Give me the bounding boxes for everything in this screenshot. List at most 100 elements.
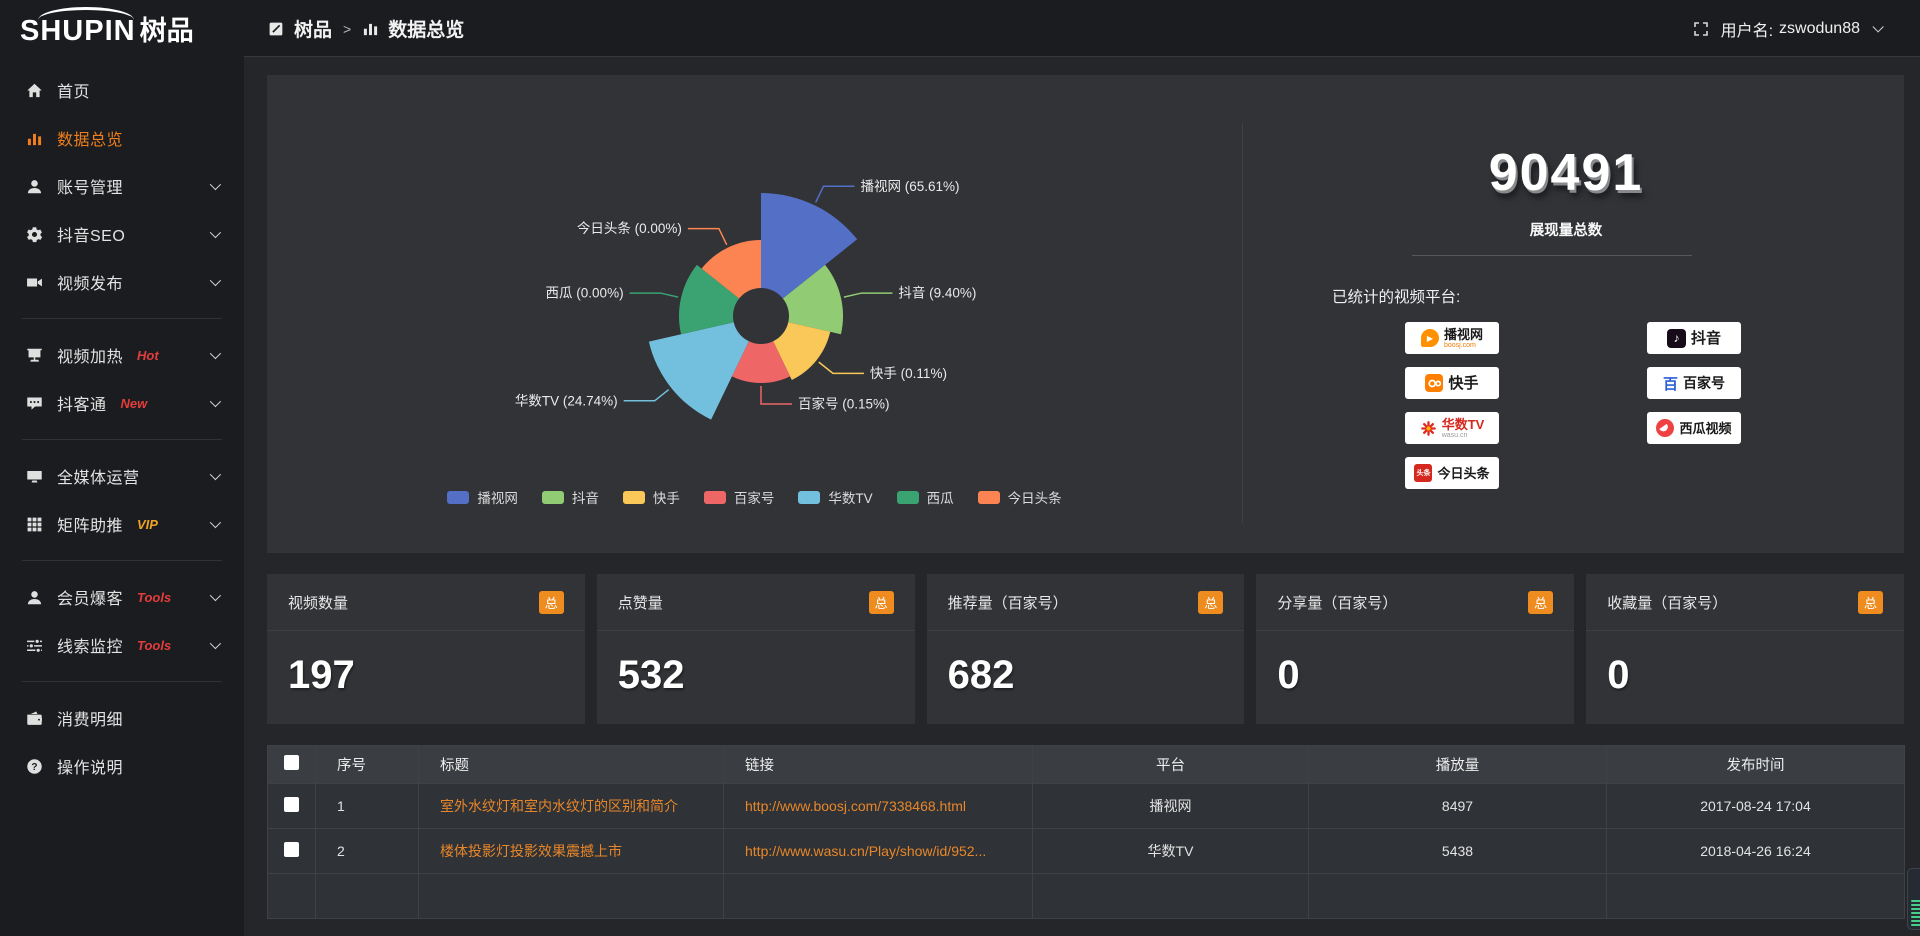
topbar: SHUPIN 树品 树品 > 数据总览 用户名: zswodun88 [0,0,1920,57]
sidebar-item-spending-detail[interactable]: 消费明细 [0,694,244,742]
table-row: 1 室外水纹灯和室内水纹灯的区别和简介 http://www.boosj.com… [267,783,1905,829]
sidebar-item-home[interactable]: 首页 [0,66,244,114]
chevron-down-icon [209,274,222,287]
app-square-icon [268,20,285,37]
projector-screen-icon [25,347,43,364]
total-badge[interactable]: 总 [1528,590,1554,614]
platform-logo-douyin: ♪ 抖音 [1647,322,1741,354]
bar-chart-icon [25,130,43,147]
sidebar-item-omnimedia-operation[interactable]: 全媒体运营 [0,452,244,500]
platform-logo-column-right: ♪ 抖音 百 百家号 西瓜视频 [1647,322,1741,444]
stat-card-label: 点赞量 [617,594,663,612]
sidebar-divider [22,439,222,440]
sidebar-item-label: 视频发布 [57,276,124,293]
legend-item[interactable]: 快手 [622,487,680,507]
legend-item[interactable]: 百家号 [703,487,774,507]
legend-label: 华数TV [828,491,873,506]
total-badge[interactable]: 总 [538,590,564,614]
column-header-platform: 平台 [1032,745,1309,784]
column-header-title: 标题 [418,745,724,784]
logo-arc-decoration [38,7,134,33]
pie-slice[interactable] [761,193,858,299]
kuaishou-logo-icon [1425,374,1444,392]
pie-slice[interactable] [701,240,761,299]
chat-bubble-icon [25,395,43,412]
floating-widget[interactable] [1907,868,1920,930]
sidebar-item-label: 全媒体运营 [57,470,140,487]
sidebar-item-douketong[interactable]: 抖客通 New [0,379,244,427]
sidebar-item-member-baoke[interactable]: 会员爆客 Tools [0,573,244,621]
legend-item[interactable]: 今日头条 [977,487,1062,507]
tools-badge: Tools [137,589,172,605]
legend-item[interactable]: 抖音 [541,487,599,507]
legend-label: 西瓜 [926,491,954,506]
baijiahao-logo-icon: 百 [1662,375,1678,393]
pie-slice[interactable] [773,322,831,380]
pie-label-line [760,386,792,405]
chevron-down-icon [209,637,222,650]
sidebar-item-lead-monitoring[interactable]: 线索监控 Tools [0,621,244,669]
legend-item[interactable]: 华数TV [798,487,873,507]
platform-logo-toutiao: 头条 今日头条 [1405,457,1499,489]
legend-label: 抖音 [571,491,599,506]
sidebar-item-account-management[interactable]: 账号管理 [0,162,244,210]
fullscreen-icon[interactable] [1693,21,1709,37]
cell-plays: 5438 [1308,828,1607,874]
pie-slice[interactable] [679,264,740,335]
column-header-plays: 播放量 [1308,745,1607,784]
platform-sub: wasu.cn [1441,431,1468,439]
total-badge[interactable]: 总 [868,590,894,614]
row-checkbox[interactable] [284,797,299,812]
sidebar-item-matrix-boost[interactable]: 矩阵助推 VIP [0,500,244,548]
user-icon [25,178,43,195]
legend-item[interactable]: 西瓜 [896,487,954,507]
row-checkbox[interactable] [284,842,299,857]
column-header-link: 链接 [723,745,1033,784]
sidebar-item-video-publish[interactable]: 视频发布 [0,258,244,306]
legend-item[interactable]: 播视网 [447,487,518,507]
platform-name: 华数TV [1441,416,1485,432]
chevron-down-icon [209,178,222,191]
stat-card-video-count: 视频数量 总 197 [267,574,585,724]
cell-link[interactable]: http://www.wasu.cn/Play/show/id/952... [723,828,1033,874]
stat-card-value: 682 [947,653,1015,697]
sidebar-item-data-overview[interactable]: 数据总览 [0,114,244,162]
chevron-down-icon[interactable] [1872,20,1884,33]
vip-badge: VIP [137,516,158,532]
cell-title[interactable]: 楼体投影灯投影效果震撼上市 [418,828,724,874]
total-badge[interactable]: 总 [1857,590,1883,614]
stat-card-label: 分享量（百家号） [1277,594,1398,612]
grid-icon [25,516,43,533]
sidebar-divider [22,560,222,561]
cell-title[interactable]: 室外水纹灯和室内水纹灯的区别和简介 [418,783,724,829]
stat-card-likes: 点赞量 总 532 [596,574,915,724]
username[interactable]: zswodun88 [1779,19,1860,37]
wasu-logo-icon [1420,420,1437,437]
video-camera-icon [25,274,43,291]
sidebar-item-douyin-seo[interactable]: 抖音SEO [0,210,244,258]
legend-label: 播视网 [477,491,518,506]
sidebar-item-video-heating[interactable]: 视频加热 Hot [0,331,244,379]
platform-logo-column-left: ▶ 播视网 boosj.com 快手 华数TV wasu.cn 头条 今日头条 [1405,322,1499,489]
pie-slice[interactable] [782,264,843,335]
total-badge[interactable]: 总 [1198,590,1224,614]
select-all-checkbox[interactable] [284,755,299,770]
table-row-clipped [267,873,1905,919]
pie-slice[interactable] [731,341,791,383]
pie-slice[interactable] [648,322,749,420]
sidebar-item-label: 消费明细 [57,712,124,729]
platform-logo-baijiahao: 百 百家号 [1647,367,1741,399]
sidebar-item-help[interactable]: ? 操作说明 [0,742,244,790]
platform-name: 百家号 [1683,375,1725,391]
sidebar-item-label: 操作说明 [57,760,124,777]
breadcrumb-root[interactable]: 树品 [294,20,333,41]
main-content: 抖音seo数据 全媒体运营数据 询盘数据 播视网 (65.61%)抖音 (9.4… [244,0,1920,919]
table-header-row: 序号 标题 链接 平台 播放量 发布时间 [267,745,1905,784]
vertical-divider [1242,123,1243,523]
cell-link[interactable]: http://www.boosj.com/7338468.html [723,783,1033,829]
chevron-down-icon [209,347,222,360]
platforms-label: 已统计的视频平台: [1332,289,1461,306]
chart-panel: 播视网 (65.61%) 抖音 (9.40%) 快手 (0.11%) 百家号 (0.1… [267,75,1904,553]
platform-logo-xigua: 西瓜视频 [1647,412,1741,444]
toutiao-logo-icon: 头条 [1414,464,1433,482]
